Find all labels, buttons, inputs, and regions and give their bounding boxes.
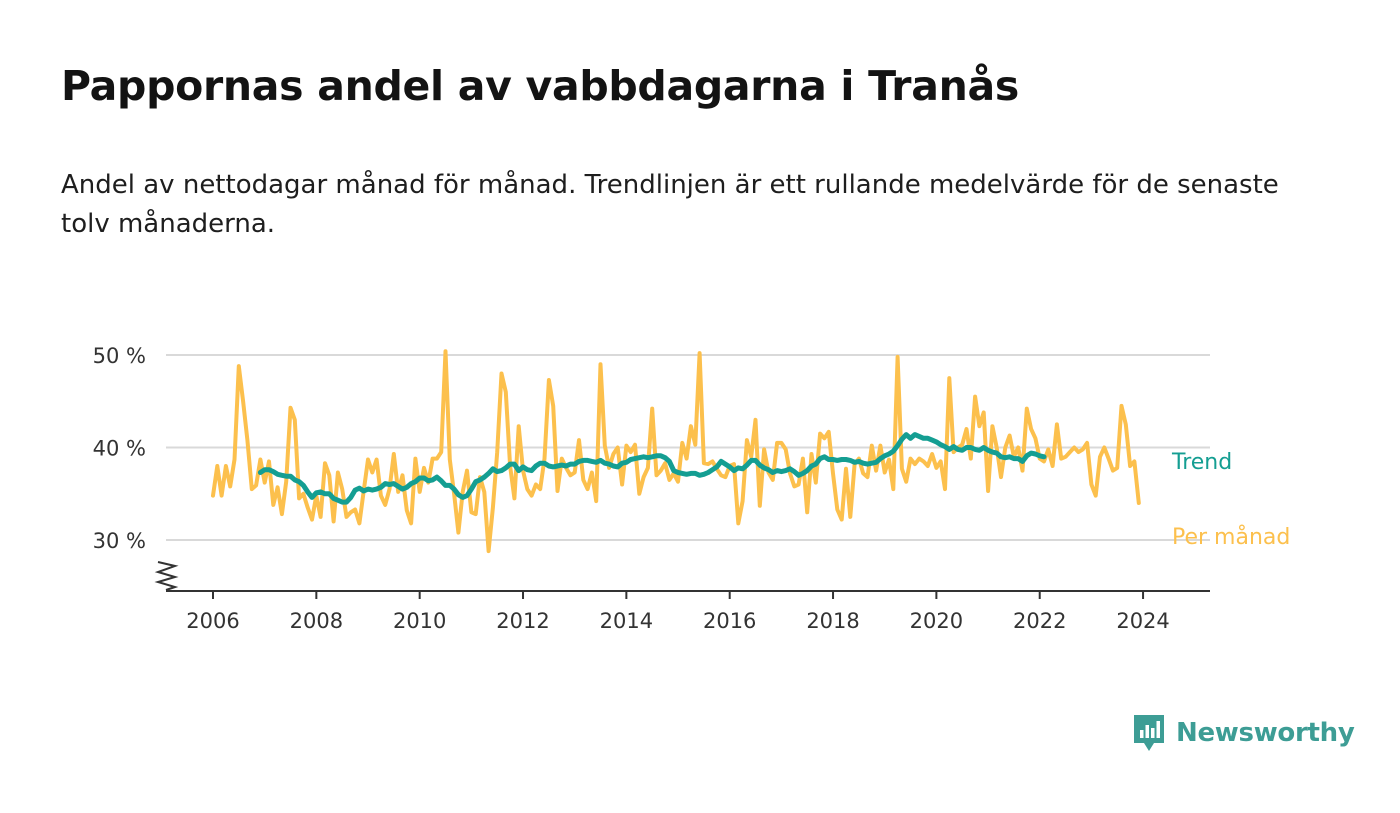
x-axis [154,561,1210,592]
series-line-trend [257,432,1047,505]
logo-text: Newsworthy [1176,718,1355,748]
series-label-per-manad: Per månad [1172,524,1290,550]
x-tick-label: 2010 [393,609,446,633]
x-tick-label: 2018 [806,609,859,633]
x-tick-label: 2022 [1013,609,1066,633]
x-axis-ticks: 2006 2008 2010 2012 2014 2016 2018 2020 2022 2024 [186,591,1170,633]
y-axis-ticks: 30 % 40 % 50 % [93,344,146,553]
series-label-trend: Trend [1171,450,1232,475]
x-tick-label: 2024 [1116,609,1169,633]
x-tick-label: 2016 [703,609,756,633]
chart-title: Pappornas andel av vabbdagarna i Tranås [61,62,1019,110]
y-axis-break-icon [154,561,179,591]
series-labels: Per månad Trend [1171,450,1290,550]
chart-subtitle: Andel av nettodagar månad för månad. Tre… [61,170,1279,239]
series-lines [211,349,1141,554]
series-line-per-manad [211,349,1141,554]
x-tick-label: 2020 [910,609,963,633]
y-tick-label: 50 % [93,344,146,368]
x-tick-label: 2006 [186,609,239,633]
newsworthy-bar-chart-icon [1134,715,1164,751]
x-tick-label: 2012 [496,609,549,633]
x-tick-label: 2014 [600,609,653,633]
x-tick-label: 2008 [290,609,343,633]
y-tick-label: 40 % [93,437,146,461]
y-tick-label: 30 % [93,529,146,553]
newsworthy-logo: Newsworthy [1132,712,1355,754]
